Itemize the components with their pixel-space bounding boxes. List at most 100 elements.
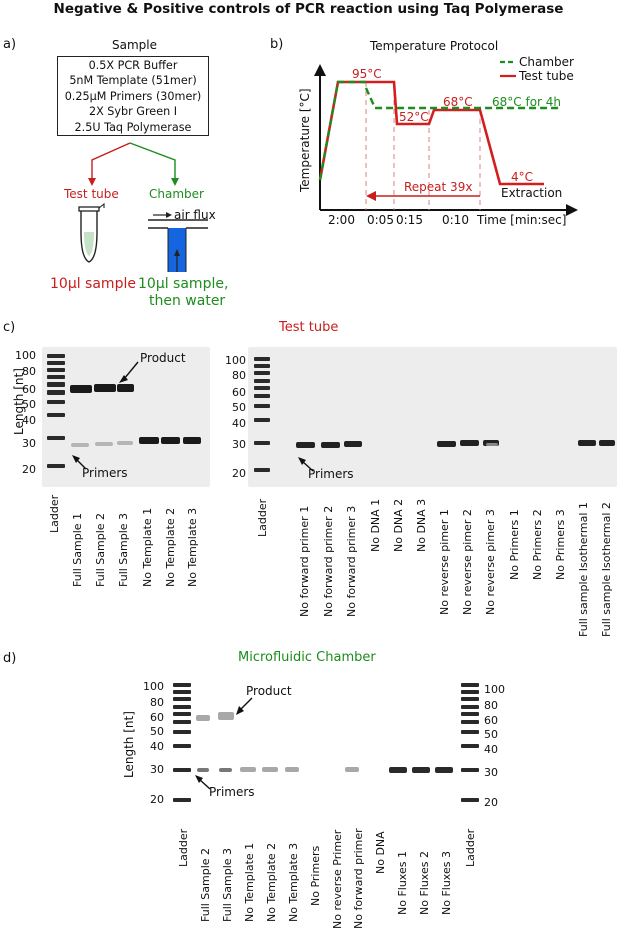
lane-label: No Primers	[309, 845, 322, 906]
red-arrow-head	[88, 178, 96, 186]
label-95: 95°C	[352, 67, 382, 81]
marker-50: 50	[484, 728, 498, 741]
lane-label: No reverse Primer	[331, 829, 344, 929]
lane-label: No Primers 1	[508, 509, 521, 580]
tick-2-00: 2:00	[328, 213, 355, 227]
chamber-caption-1: 10µl sample,	[138, 276, 229, 292]
chamber-icon	[148, 212, 208, 272]
marker-100: 100	[484, 683, 505, 696]
lane-label: No Template 2	[164, 507, 177, 587]
gel-d-ylabel: Length [nt]	[122, 711, 136, 778]
sample-line: 0.25µM Primers (30mer)	[64, 89, 202, 103]
lane-label: No Primers 3	[554, 509, 567, 580]
panel-d-label: d)	[3, 651, 17, 666]
lane-label: Ladder	[177, 828, 190, 867]
sample-line: 2X Sybr Green I	[88, 105, 178, 119]
marker-40: 40	[150, 740, 164, 753]
marker-80: 80	[150, 696, 164, 709]
lane-label: Ladder	[48, 494, 61, 533]
label-4: 4°C	[511, 170, 534, 184]
sample-line: 5nM Template (51mer)	[69, 74, 197, 88]
lane-label: No Fluxes 1	[396, 851, 409, 915]
temp-protocol-title: Temperature Protocol	[370, 39, 499, 53]
test-tube-icon	[78, 202, 105, 263]
panel-b-label: b)	[270, 37, 284, 52]
lane-label: No forward primer 3	[345, 505, 358, 617]
marker-30: 30	[232, 438, 246, 451]
temperature-protocol-chart	[314, 60, 578, 216]
lane-label: No Template 3	[186, 507, 199, 587]
chamber-section-title: Microfluidic Chamber	[238, 650, 376, 665]
marker-20: 20	[22, 463, 36, 476]
marker-40: 40	[484, 743, 498, 756]
lane-label: No Template 1	[243, 842, 256, 922]
lane-label: No DNA 2	[392, 498, 405, 552]
marker-100: 100	[15, 349, 36, 362]
primers-label-d: Primers	[209, 785, 255, 799]
lane-label: Full Sample 1	[71, 512, 84, 587]
lane-label: Full Sample 2	[94, 512, 107, 587]
legend-test-tube: Test tube	[519, 69, 574, 83]
lane-label: Ladder	[256, 498, 269, 537]
lane-label: No reverse pimer 1	[438, 509, 451, 615]
label-68: 68°C	[443, 95, 473, 109]
marker-30: 30	[150, 763, 164, 776]
sample-line: 0.5X PCR Buffer	[88, 59, 178, 72]
tick-0-10: 0:10	[442, 213, 469, 227]
repeat-label: Repeat 39x	[404, 180, 473, 194]
marker-40: 40	[232, 417, 246, 430]
marker-20: 20	[232, 467, 246, 480]
air-flux-label: air flux	[174, 208, 216, 222]
marker-30: 30	[484, 766, 498, 779]
green-branch-arrow	[129, 142, 176, 180]
primers-label-c-left: Primers	[82, 466, 128, 480]
marker-20: 20	[150, 793, 164, 806]
lane-label: Full Sample 3	[117, 512, 130, 587]
time-x-label: Time [min:sec]	[477, 213, 567, 227]
test-tube-label: Test tube	[64, 187, 119, 201]
lane-label: No Template 2	[265, 842, 278, 922]
marker-50: 50	[232, 401, 246, 414]
product-label-d: Product	[246, 684, 292, 698]
lane-label: No forward primer	[352, 828, 365, 929]
tick-0-15: 0:15	[396, 213, 423, 227]
sample-title: Sample	[112, 38, 157, 52]
red-branch-arrow	[91, 142, 131, 180]
marker-60: 60	[484, 714, 498, 727]
green-arrow-head	[171, 178, 179, 186]
lane-label: No reverse pimer 3	[484, 509, 497, 615]
marker-100: 100	[143, 680, 164, 693]
lane-label: No Template 1	[141, 507, 154, 587]
primers-label-c-right: Primers	[308, 467, 354, 481]
lane-label: Ladder	[464, 828, 477, 867]
marker-50: 50	[22, 398, 36, 411]
marker-20: 20	[484, 796, 498, 809]
lane-label: Full Sample 3	[221, 847, 234, 922]
lane-label: No forward primer 2	[322, 505, 335, 617]
figure-title: Negative & Positive controls of PCR reac…	[53, 1, 564, 17]
product-label-c: Product	[140, 351, 186, 365]
marker-40: 40	[22, 414, 36, 427]
gel-c-left	[42, 347, 210, 487]
marker-60: 60	[22, 383, 36, 396]
sample-line: 2.5U Taq Polymerase	[74, 120, 192, 134]
test-tube-curve	[318, 80, 544, 186]
legend-chamber: Chamber	[519, 55, 574, 69]
chamber-curve	[318, 80, 366, 181]
lane-label: Full sample Isothermal 1	[577, 502, 590, 637]
chamber-label: Chamber	[149, 187, 204, 201]
lane-label: No Primers 2	[531, 509, 544, 580]
lane-label: No Template 3	[287, 842, 300, 922]
panel-a-label: a)	[3, 37, 17, 52]
marker-50: 50	[150, 725, 164, 738]
test-tube-caption: 10µl sample	[50, 276, 136, 292]
panel-c-label: c)	[3, 320, 16, 335]
label-68-4h: 68°C for 4h	[492, 95, 562, 109]
panel-a-drawing	[78, 142, 208, 272]
lane-label: No DNA 1	[369, 498, 382, 552]
lane-label: No DNA	[374, 831, 387, 874]
marker-60: 60	[150, 711, 164, 724]
lane-label: No reverse pimer 2	[461, 509, 474, 615]
lane-label: No DNA 3	[415, 498, 428, 552]
